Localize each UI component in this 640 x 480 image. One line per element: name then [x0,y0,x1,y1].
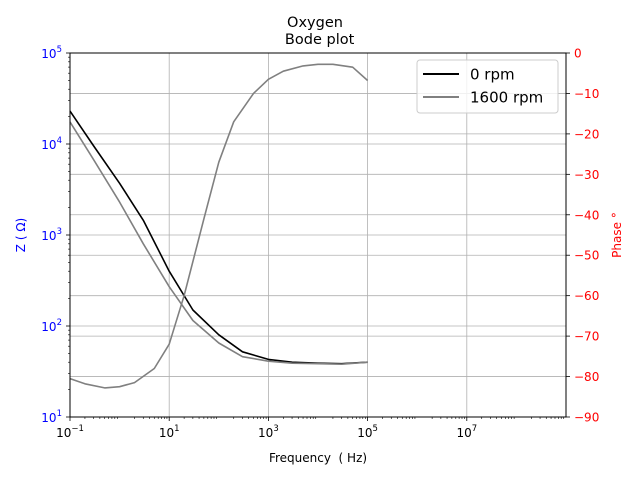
x-tick-label-0: 10−1 [56,424,84,440]
y-left-axis-label: Z ( Ω) [14,218,28,252]
x-axis: 10−1 101 103 105 107 [56,417,565,440]
y-right-axis: 0 −10 −20 −30 −40 −50 −60 −70 −80 −90 [566,47,599,425]
y-right-tick-label-6: −60 [574,289,599,303]
y-right-tick-label-0: 0 [574,47,582,61]
series-layer [69,63,369,389]
y-left-tick-label-4: 105 [41,45,62,61]
y-right-tick-label-9: −90 [574,411,599,425]
x-tick-label-2: 103 [258,424,279,440]
legend: 0 rpm 1600 rpm [416,59,559,114]
series-line-phase [69,63,369,389]
y-right-tick-label-4: −40 [574,208,599,222]
series-line-1600-rpm [69,121,368,365]
y-right-tick-label-7: −70 [574,330,599,344]
chart-title-line-2: Bode plot [276,32,355,48]
y-right-tick-label-1: −10 [574,87,599,101]
y-right-axis-label: Phase ° [610,212,624,258]
y-left-axis: 101 102 103 104 105 [41,45,70,425]
y-left-tick-label-3: 104 [41,136,62,152]
chart-title-line-1: Oxygen [287,15,343,31]
y-right-tick-label-5: −50 [574,249,599,263]
x-tick-label-3: 105 [357,424,378,440]
y-right-tick-label-8: −80 [574,370,599,384]
legend-label-0-rpm: 0 rpm [470,66,515,84]
y-left-tick-label-2: 103 [41,227,62,243]
x-tick-label-4: 107 [456,424,477,440]
x-axis-label: Frequency ( Hz) [269,451,367,465]
y-right-tick-label-2: −20 [574,127,599,141]
y-left-tick-label-0: 101 [41,409,62,425]
y-left-tick-label-1: 102 [41,318,62,334]
legend-label-1600-rpm: 1600 rpm [470,89,543,107]
y-right-tick-label-3: −30 [574,168,599,182]
x-tick-label-1: 101 [159,424,180,440]
